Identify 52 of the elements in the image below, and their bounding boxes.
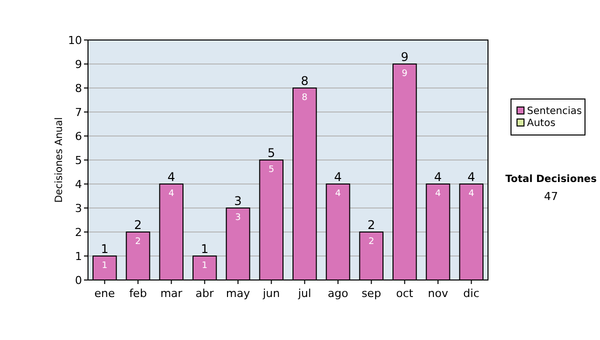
y-tick-label: 8 (75, 82, 82, 95)
x-tick-label: jun (262, 287, 280, 300)
total-label: 9 (400, 50, 408, 64)
x-tick-label: jul (297, 287, 312, 300)
total-label: 5 (268, 146, 276, 160)
total-label: 1 (100, 242, 108, 256)
legend-label: Autos (527, 118, 556, 129)
y-tick-label: 10 (68, 34, 82, 47)
total-label: 3 (234, 194, 242, 208)
total-label: 4 (168, 170, 176, 184)
y-axis-title: Decisiones Anual (54, 117, 65, 203)
data-label: 5 (268, 165, 274, 175)
y-tick-label: 2 (75, 226, 82, 239)
x-tick-label: feb (129, 287, 147, 300)
x-tick-label: ene (94, 287, 116, 300)
y-tick-label: 1 (75, 250, 82, 263)
total-label: 4 (468, 170, 476, 184)
data-label: 8 (302, 93, 308, 103)
data-label: 4 (468, 189, 474, 199)
x-tick-label: dic (463, 287, 480, 300)
y-tick-label: 7 (75, 106, 82, 119)
x-tick-label: nov (428, 287, 449, 300)
data-label: 2 (368, 237, 374, 247)
text: 47 (544, 190, 558, 203)
data-label: 1 (202, 261, 208, 271)
data-label: 1 (102, 261, 108, 271)
y-tick-label: 4 (75, 178, 82, 191)
x-tick-label: abr (196, 287, 214, 300)
legend-label: Sentencias (527, 106, 582, 117)
data-label: 3 (235, 213, 241, 223)
total-label: 1 (200, 242, 208, 256)
total-label: 2 (134, 218, 142, 232)
total-label: 4 (434, 170, 442, 184)
y-tick-label: 5 (75, 154, 82, 167)
data-label: 4 (335, 189, 342, 199)
x-tick-label: oct (396, 287, 414, 300)
x-tick-label: may (226, 287, 250, 300)
x-tick-label: mar (160, 287, 183, 300)
text: Total Decisiones (505, 174, 597, 185)
x-tick-label: ago (328, 287, 348, 300)
data-label: 4 (435, 189, 442, 199)
x-tick-label: sep (362, 287, 382, 300)
total-label: 2 (368, 218, 376, 232)
y-tick-label: 9 (75, 58, 82, 71)
data-label: 4 (168, 189, 174, 199)
y-tick-label: 0 (75, 274, 82, 287)
y-tick-label: 6 (75, 130, 82, 143)
total-label: 8 (300, 74, 308, 88)
data-label: 2 (135, 237, 141, 247)
total-label: 4 (334, 170, 342, 184)
y-tick-label: 3 (75, 202, 82, 215)
data-label: 9 (402, 69, 408, 79)
